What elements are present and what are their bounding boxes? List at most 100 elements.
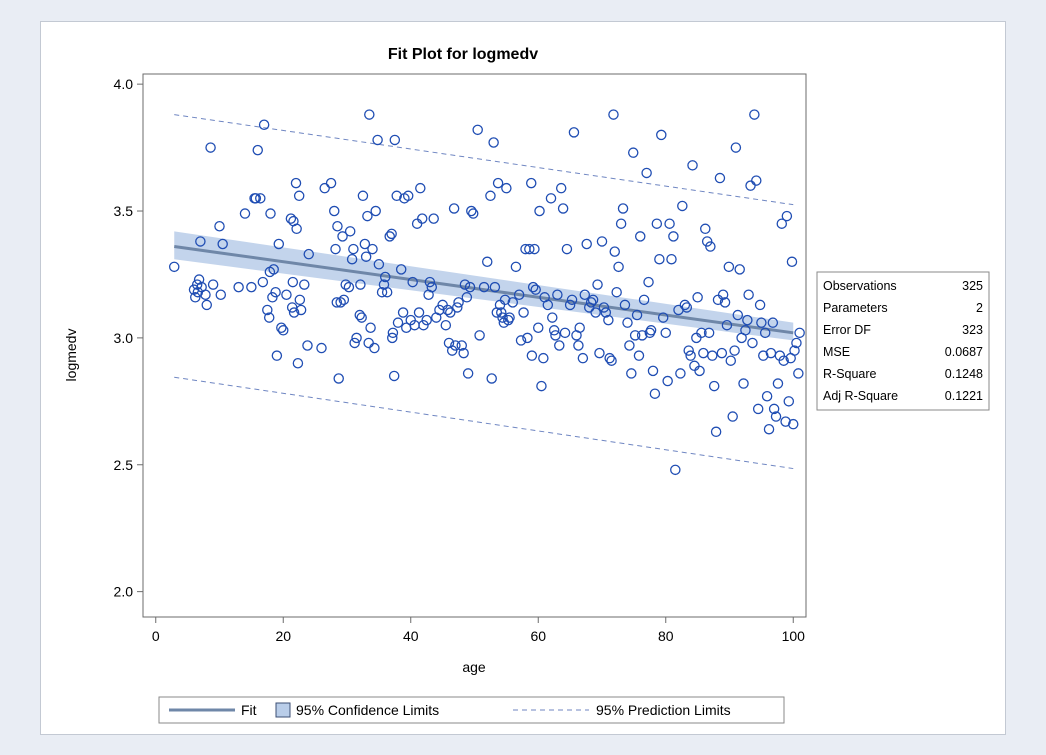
data-point (600, 307, 612, 318)
data-point (566, 294, 578, 306)
data-point (258, 119, 270, 130)
data-point (609, 246, 621, 257)
data-point (710, 426, 722, 438)
data-point (633, 350, 645, 361)
data-point (701, 236, 713, 247)
data-point (299, 279, 310, 290)
legend-fit-label: Fit (241, 702, 257, 718)
data-point (635, 231, 646, 242)
data-point (381, 286, 393, 298)
data-point (564, 299, 576, 311)
data-point (418, 319, 429, 331)
data-point (303, 248, 314, 260)
data-point (239, 208, 251, 219)
data-point (772, 378, 784, 389)
data-point (615, 218, 627, 229)
data-point (478, 281, 490, 293)
data-point (276, 322, 287, 333)
data-point (354, 309, 365, 321)
data-point (714, 172, 726, 184)
data-point (545, 193, 557, 204)
data-point (793, 368, 804, 379)
data-point (629, 330, 641, 341)
data-point (530, 284, 541, 295)
data-point (679, 299, 691, 311)
data-point (622, 317, 633, 328)
data-point (734, 264, 745, 275)
data-point (428, 213, 439, 224)
x-tick-label: 60 (530, 628, 546, 644)
data-point (707, 350, 718, 361)
data-point (763, 423, 775, 435)
data-point (776, 218, 788, 229)
data-point (548, 325, 560, 336)
data-point (415, 182, 426, 194)
data-point (685, 350, 696, 361)
data-point (411, 218, 423, 229)
data-point (265, 208, 276, 219)
data-point (379, 271, 391, 283)
y-axis-label: logmedv (63, 329, 79, 382)
data-point (273, 238, 285, 250)
data-point (325, 177, 337, 189)
data-point (647, 365, 659, 377)
data-point (608, 109, 619, 120)
data-point (338, 294, 350, 306)
data-point (351, 332, 362, 344)
data-point (472, 124, 483, 136)
data-point (489, 281, 501, 293)
data-point (743, 289, 754, 301)
data-point (349, 337, 360, 349)
data-point (559, 327, 571, 339)
data-point (331, 297, 343, 308)
data-point (649, 388, 661, 399)
plot-area (168, 109, 805, 476)
data-point (752, 403, 764, 415)
data-point (267, 292, 278, 303)
stat-value: 0.1248 (945, 367, 983, 381)
data-point (214, 220, 225, 232)
data-point (788, 418, 799, 430)
data-point (250, 193, 262, 204)
data-point (291, 223, 302, 235)
data-point (481, 256, 493, 268)
data-point (515, 335, 527, 346)
data-point (727, 411, 738, 422)
data-point (446, 345, 458, 356)
data-point (783, 396, 795, 407)
data-point (413, 307, 425, 318)
data-point (761, 390, 773, 402)
data-point (389, 134, 401, 146)
chart-title: Fit Plot for logmedv (388, 46, 538, 63)
data-point (698, 347, 709, 359)
data-point (370, 205, 381, 217)
data-point (574, 322, 585, 333)
data-point (694, 365, 705, 377)
data-point (603, 314, 614, 326)
data-point (730, 142, 742, 153)
data-point (683, 345, 694, 356)
data-point (330, 243, 341, 255)
data-point (290, 177, 302, 189)
x-tick-label: 100 (782, 628, 806, 644)
data-point (373, 259, 385, 270)
data-point (768, 403, 780, 415)
data-point (534, 205, 545, 217)
data-point (631, 309, 643, 321)
data-point (538, 352, 549, 364)
data-point (596, 236, 608, 247)
stat-value: 2 (976, 301, 983, 315)
data-point (453, 297, 464, 308)
data-point (696, 327, 707, 339)
data-point (525, 177, 537, 189)
data-point (332, 220, 343, 232)
data-point (168, 261, 180, 273)
x-tick-label: 40 (403, 628, 419, 644)
data-point (201, 299, 212, 311)
data-point (786, 256, 798, 268)
y-axis: 2.0 2.5 3.0 3.5 4.0 (114, 76, 143, 600)
data-point (316, 342, 327, 354)
prediction-limit-lower (174, 376, 794, 470)
data-point (789, 345, 800, 356)
fit-statistics-box (816, 271, 990, 411)
